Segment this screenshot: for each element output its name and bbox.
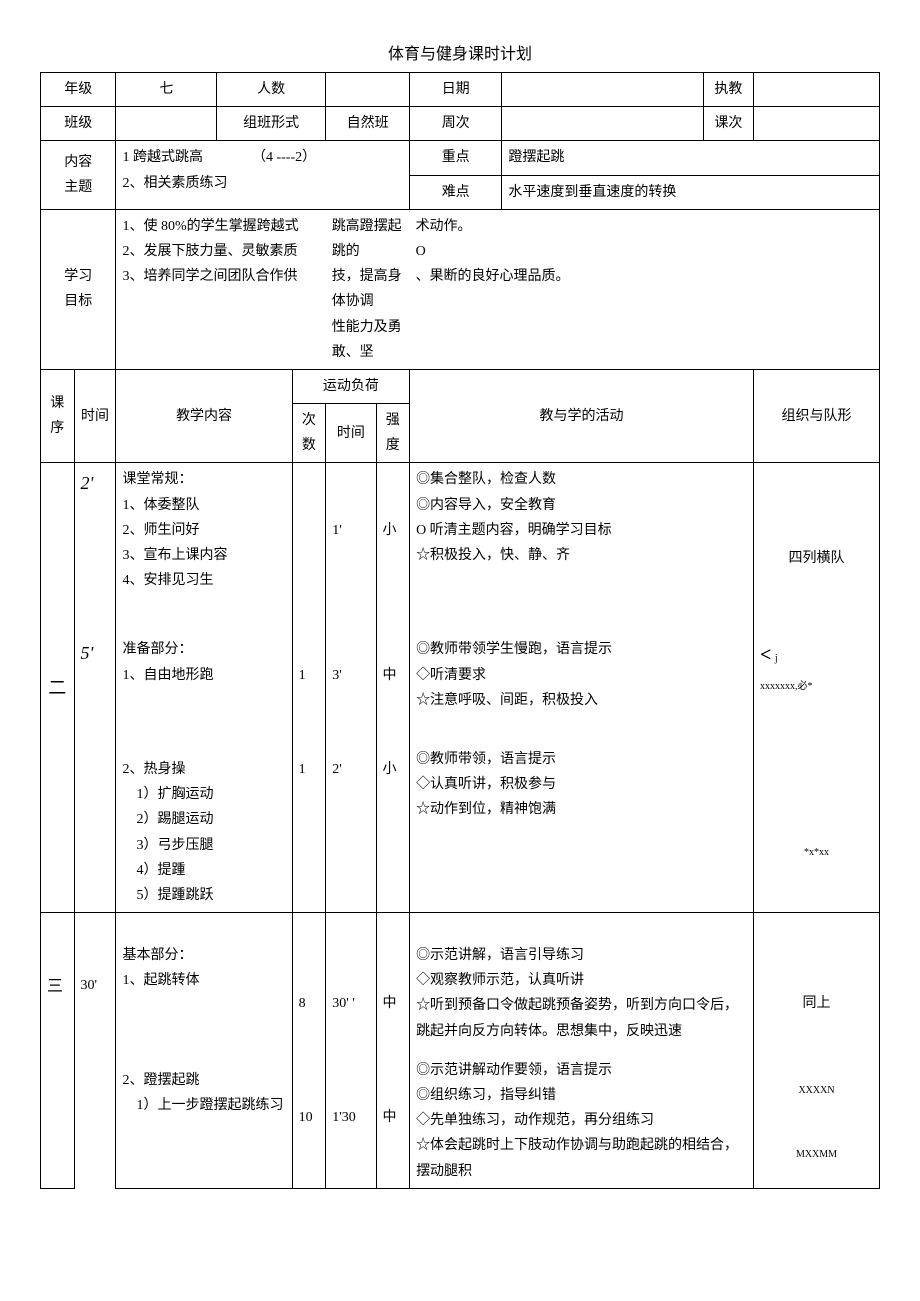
count-value bbox=[326, 73, 410, 107]
diff-label: 难点 bbox=[410, 175, 502, 209]
group-label: 组班形式 bbox=[217, 107, 326, 141]
key-value: 蹬摆起跳 bbox=[502, 141, 880, 175]
teacher-label: 执教 bbox=[703, 73, 753, 107]
date-label: 日期 bbox=[410, 73, 502, 107]
grade-label: 年级 bbox=[41, 73, 116, 107]
group-value: 自然班 bbox=[326, 107, 410, 141]
key-label: 重点 bbox=[410, 141, 502, 175]
dur-2b: 3' bbox=[326, 597, 376, 717]
times-3a: 8 bbox=[292, 913, 326, 1048]
col-teach: 教学内容 bbox=[116, 369, 292, 463]
form-3b-a: XXXXN bbox=[760, 1074, 873, 1098]
content-3b: 2、蹬摆起跳 1）上一步蹬摆起跳练习 bbox=[116, 1048, 292, 1188]
col-time: 时间 bbox=[74, 369, 116, 463]
goals-col1: 1、使 80%的学生掌握跨越式 2、发展下肢力量、灵敏素质 3、培养同学之间团队… bbox=[116, 209, 326, 369]
grade-value: 七 bbox=[116, 73, 217, 107]
int-2c: 小 bbox=[376, 717, 410, 913]
content-3a: 基本部分： 1、起跳转体 bbox=[116, 913, 292, 1048]
int-2a: 小 bbox=[376, 463, 410, 597]
class-label: 班级 bbox=[41, 107, 116, 141]
seq-2: 二 bbox=[41, 463, 75, 913]
content-2b: 准备部分： 1、自由地形跑 bbox=[116, 597, 292, 717]
week-label: 周次 bbox=[410, 107, 502, 141]
act-2c: ◎教师带领，语言提示 ◇认真听讲，积极参与 ☆动作到位，精神饱满 bbox=[410, 717, 754, 913]
topic-value: 1 跨越式跳高 （4 ----2） 2、相关素质练习 bbox=[116, 141, 410, 209]
form-2b: < j xxxxxxx,必* bbox=[754, 597, 880, 717]
count-label: 人数 bbox=[217, 73, 326, 107]
dur-3b: 1'30 bbox=[326, 1048, 376, 1188]
session-label: 课次 bbox=[703, 107, 753, 141]
time-2b: 5' bbox=[74, 597, 116, 717]
form-3a: 同上 bbox=[754, 913, 880, 1048]
goals-col3: 术动作。 O 、果断的良好心理品质。 bbox=[410, 209, 880, 369]
chevron-left-icon: < bbox=[760, 644, 771, 666]
content-2c: 2、热身操 1）扩胸运动 2）踢腿运动 3）弓步压腿 4）提踵 5）提踵跳跃 bbox=[116, 717, 292, 913]
act-2a: ◎集合整队，检查人数 ◎内容导入，安全教育 O 听清主题内容，明确学习目标 ☆积… bbox=[410, 463, 754, 597]
col-activity: 教与学的活动 bbox=[410, 369, 754, 463]
act-3a: ◎示范讲解，语言引导练习 ◇观察教师示范，认真听讲 ☆听到预备口令做起跳预备姿势… bbox=[410, 913, 754, 1048]
int-2b: 中 bbox=[376, 597, 410, 717]
form-3b-b: MXXMM bbox=[760, 1098, 873, 1162]
form-2c: *x*xx bbox=[754, 717, 880, 913]
dur-2a: 1' bbox=[326, 463, 376, 597]
times-2c: 1 bbox=[292, 717, 326, 913]
act-3b: ◎示范讲解动作要领，语言提示 ◎组织练习，指导纠错 ◇先单独练习，动作规范，再分… bbox=[410, 1048, 754, 1188]
int-3b: 中 bbox=[376, 1048, 410, 1188]
topic-label: 内容 主题 bbox=[41, 141, 116, 209]
week-value bbox=[502, 107, 703, 141]
time-2c-empty bbox=[74, 717, 116, 913]
seq-3: 三 bbox=[41, 913, 75, 1189]
content-2a: 课堂常规： 1、体委整队 2、师生问好 3、宣布上课内容 4、安排见习生 bbox=[116, 463, 292, 597]
goals-col2: 跳高蹬摆起跳的 技，提高身体协调 性能力及勇敢、坚 bbox=[326, 209, 410, 369]
session-value bbox=[754, 107, 880, 141]
dur-3a: 30' ' bbox=[326, 913, 376, 1048]
col-times: 次 数 bbox=[292, 404, 326, 463]
page-title: 体育与健身课时计划 bbox=[40, 40, 880, 64]
time-2a: 2' bbox=[74, 463, 116, 597]
times-2b: 1 bbox=[292, 597, 326, 717]
goals-label: 学习 目标 bbox=[41, 209, 116, 369]
times-3b: 10 bbox=[292, 1048, 326, 1188]
form-2a: 四列横队 bbox=[754, 463, 880, 597]
col-load: 运动负荷 bbox=[292, 369, 409, 403]
col-seq: 课 序 bbox=[41, 369, 75, 463]
form-3b: XXXXN MXXMM bbox=[754, 1048, 880, 1188]
diff-value: 水平速度到垂直速度的转换 bbox=[502, 175, 880, 209]
dur-2c: 2' bbox=[326, 717, 376, 913]
col-formation: 组织与队形 bbox=[754, 369, 880, 463]
act-2b: ◎教师带领学生慢跑，语言提示 ◇听清要求 ☆注意呼吸、间距，积极投入 bbox=[410, 597, 754, 717]
int-3a: 中 bbox=[376, 913, 410, 1048]
col-intensity: 强度 bbox=[376, 404, 410, 463]
time-3: 30' bbox=[74, 913, 116, 1189]
teacher-value bbox=[754, 73, 880, 107]
lesson-plan-table: 年级 七 人数 日期 执教 班级 组班形式 自然班 周次 课次 内容 主题 1 … bbox=[40, 72, 880, 1189]
col-duration: 时间 bbox=[326, 404, 376, 463]
times-2a bbox=[292, 463, 326, 597]
class-value bbox=[116, 107, 217, 141]
date-value bbox=[502, 73, 703, 107]
